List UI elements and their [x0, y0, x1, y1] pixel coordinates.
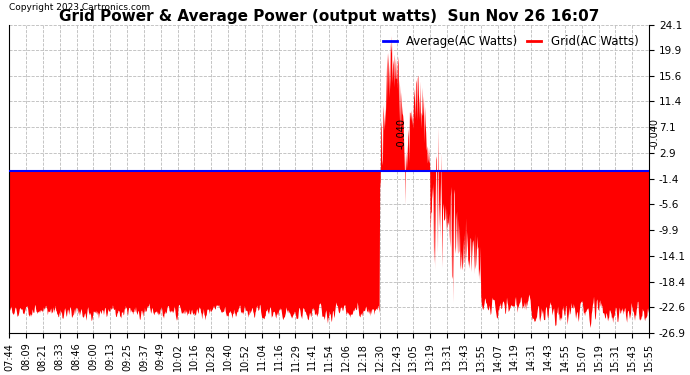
Title: Grid Power & Average Power (output watts)  Sun Nov 26 16:07: Grid Power & Average Power (output watts…: [59, 9, 600, 24]
Text: -0.040: -0.040: [397, 118, 406, 150]
Legend: Average(AC Watts), Grid(AC Watts): Average(AC Watts), Grid(AC Watts): [378, 31, 643, 53]
Text: -0.040: -0.040: [649, 118, 659, 150]
Text: Copyright 2023 Cartronics.com: Copyright 2023 Cartronics.com: [9, 3, 150, 12]
